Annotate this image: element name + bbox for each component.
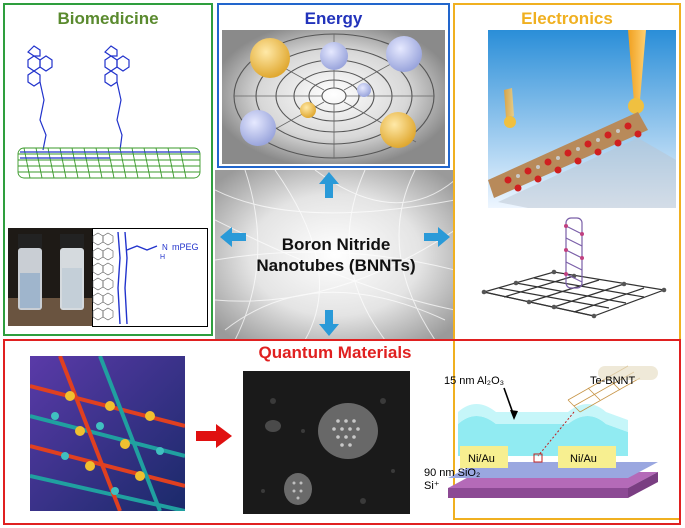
functionalized-nanotube-illustration xyxy=(17,45,201,179)
quantum-materials-panel xyxy=(3,339,681,525)
hydrogen-label: H xyxy=(160,254,165,261)
arrow-down xyxy=(319,310,339,336)
energy-panel xyxy=(217,3,450,168)
device-schematic: 15 nm Al₂O₃ Te-BNNT Ni/Au Ni/Au 90 nm Si… xyxy=(424,365,658,498)
vials-photo xyxy=(8,228,94,326)
tem-image xyxy=(243,371,410,514)
ni-au-left-label: Ni/Au xyxy=(468,453,495,465)
mpeg-label: mPEG xyxy=(172,242,199,252)
energy-nanotube-illustration xyxy=(222,30,445,164)
te-bnnt-label: Te-BNNT xyxy=(590,375,636,387)
ni-au-right-label: Ni/Au xyxy=(570,453,597,465)
center-title-line1: Boron Nitride xyxy=(281,235,391,254)
energy-title: Energy xyxy=(304,9,363,28)
sio2-label: 90 nm SiO₂ xyxy=(424,467,480,479)
nanotube-tip-illustration xyxy=(488,30,676,208)
svg-text:N: N xyxy=(162,243,168,252)
chemical-structure-zoom: N H mPEG xyxy=(92,228,208,327)
bnnt-sem-image xyxy=(215,170,455,340)
arrow-up xyxy=(319,172,339,198)
electronics-title: Electronics xyxy=(521,9,613,28)
arrow-left xyxy=(220,227,246,247)
si-label: Si⁺ xyxy=(424,480,440,492)
red-arrow xyxy=(196,424,232,448)
center-title-line2: Nanotubes (BNNTs) xyxy=(256,256,416,275)
center-title: Boron Nitride Nanotubes (BNNTs) xyxy=(246,234,426,276)
quantum-lattice-illustration xyxy=(30,356,185,511)
arrow-right xyxy=(424,227,450,247)
al2o3-label: 15 nm Al₂O₃ xyxy=(444,375,504,387)
electronics-panel xyxy=(453,3,681,520)
quantum-materials-title: Quantum Materials xyxy=(258,343,412,362)
biomedicine-panel xyxy=(3,3,213,336)
biomedicine-title: Biomedicine xyxy=(57,9,159,28)
graphene-standing-nanotube xyxy=(481,217,667,319)
